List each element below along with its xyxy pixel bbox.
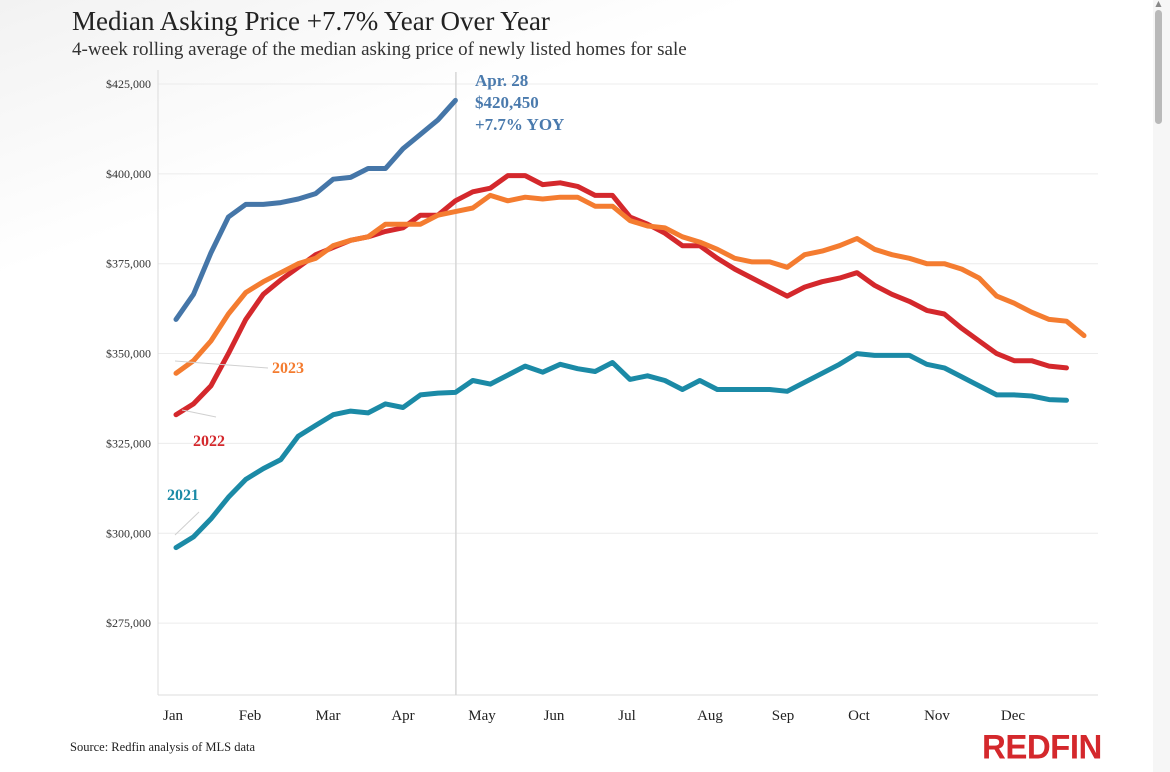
series-label-leader <box>181 409 217 418</box>
series-label-leader <box>174 511 200 536</box>
x-tick-label: May <box>468 708 496 724</box>
y-tick-label: $325,000 <box>106 436 151 450</box>
source-note: Source: Redfin analysis of MLS data <box>70 740 256 754</box>
scroll-up-arrow-icon[interactable]: ▲ <box>1155 0 1162 8</box>
series-label-2022: 2022 <box>193 433 225 450</box>
y-tick-label: $400,000 <box>106 167 151 181</box>
y-tick-label: $275,000 <box>106 616 151 630</box>
scrollbar-thumb[interactable] <box>1155 10 1162 124</box>
x-tick-label: Jan <box>163 708 183 724</box>
y-tick-label: $300,000 <box>106 526 151 540</box>
x-tick-label: Jul <box>618 708 636 724</box>
series-label-2021: 2021 <box>167 487 199 504</box>
x-tick-label: Oct <box>848 708 870 724</box>
x-tick-label: Dec <box>1001 708 1025 724</box>
x-tick-label: Feb <box>239 708 262 724</box>
annotation-line-0: Apr. 28 <box>475 71 528 90</box>
chart-subtitle: 4-week rolling average of the median ask… <box>72 39 687 60</box>
vertical-scrollbar[interactable] <box>1153 0 1170 772</box>
x-tick-label: Jun <box>544 708 565 724</box>
line-chart: $275,000 $300,000 $325,000 $350,000 $375,000… <box>106 70 1098 724</box>
series-line-2021 <box>173 351 1069 551</box>
annotation-line-2: +7.7% YOY <box>475 115 564 134</box>
x-tick-label: Mar <box>316 708 341 724</box>
series-label-2023: 2023 <box>272 360 304 377</box>
x-tick-label: Apr <box>391 708 414 724</box>
series-label-leader <box>174 360 269 369</box>
x-tick-label: Aug <box>697 708 723 724</box>
redfin-logo: REDFIN <box>982 727 1102 766</box>
chart-title: Median Asking Price +7.7% Year Over Year <box>72 6 550 36</box>
series-line-2023 <box>173 192 1087 376</box>
annotation-line-1: $420,450 <box>475 93 539 112</box>
y-tick-label: $375,000 <box>106 257 151 271</box>
x-tick-label: Nov <box>924 708 950 724</box>
x-tick-label: Sep <box>772 708 795 724</box>
y-tick-label: $425,000 <box>106 77 151 91</box>
series-line-2024 <box>173 97 458 322</box>
y-tick-label: $350,000 <box>106 347 151 361</box>
